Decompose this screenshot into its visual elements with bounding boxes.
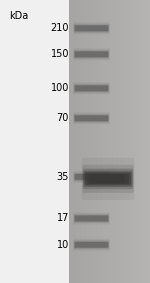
FancyBboxPatch shape <box>73 48 110 60</box>
Text: 17: 17 <box>57 213 69 224</box>
FancyBboxPatch shape <box>84 171 132 187</box>
FancyBboxPatch shape <box>75 52 108 57</box>
FancyBboxPatch shape <box>73 22 110 34</box>
FancyBboxPatch shape <box>74 241 109 248</box>
FancyBboxPatch shape <box>73 82 110 94</box>
FancyBboxPatch shape <box>74 24 109 33</box>
FancyBboxPatch shape <box>75 174 108 180</box>
FancyBboxPatch shape <box>83 168 133 189</box>
FancyBboxPatch shape <box>73 239 110 251</box>
Text: 150: 150 <box>51 49 69 59</box>
FancyBboxPatch shape <box>69 0 150 283</box>
FancyBboxPatch shape <box>74 84 109 93</box>
FancyBboxPatch shape <box>75 85 108 91</box>
FancyBboxPatch shape <box>73 213 110 224</box>
FancyBboxPatch shape <box>82 158 134 200</box>
FancyBboxPatch shape <box>87 174 129 184</box>
FancyBboxPatch shape <box>74 51 109 58</box>
FancyBboxPatch shape <box>74 50 109 59</box>
FancyBboxPatch shape <box>91 175 125 183</box>
Text: 100: 100 <box>51 83 69 93</box>
FancyBboxPatch shape <box>73 112 110 124</box>
FancyBboxPatch shape <box>74 172 109 181</box>
Text: 70: 70 <box>57 113 69 123</box>
FancyBboxPatch shape <box>75 25 108 31</box>
Text: 35: 35 <box>57 172 69 182</box>
FancyBboxPatch shape <box>74 25 109 32</box>
FancyBboxPatch shape <box>75 242 108 248</box>
Text: kDa: kDa <box>9 11 28 21</box>
FancyBboxPatch shape <box>75 115 108 121</box>
FancyBboxPatch shape <box>74 114 109 123</box>
FancyBboxPatch shape <box>74 240 109 249</box>
FancyBboxPatch shape <box>74 85 109 92</box>
FancyBboxPatch shape <box>82 165 134 193</box>
Text: 10: 10 <box>57 240 69 250</box>
FancyBboxPatch shape <box>74 115 109 122</box>
FancyBboxPatch shape <box>74 214 109 223</box>
FancyBboxPatch shape <box>74 173 109 180</box>
FancyBboxPatch shape <box>85 172 131 185</box>
Text: 210: 210 <box>51 23 69 33</box>
FancyBboxPatch shape <box>73 171 110 183</box>
FancyBboxPatch shape <box>75 216 108 221</box>
FancyBboxPatch shape <box>74 215 109 222</box>
